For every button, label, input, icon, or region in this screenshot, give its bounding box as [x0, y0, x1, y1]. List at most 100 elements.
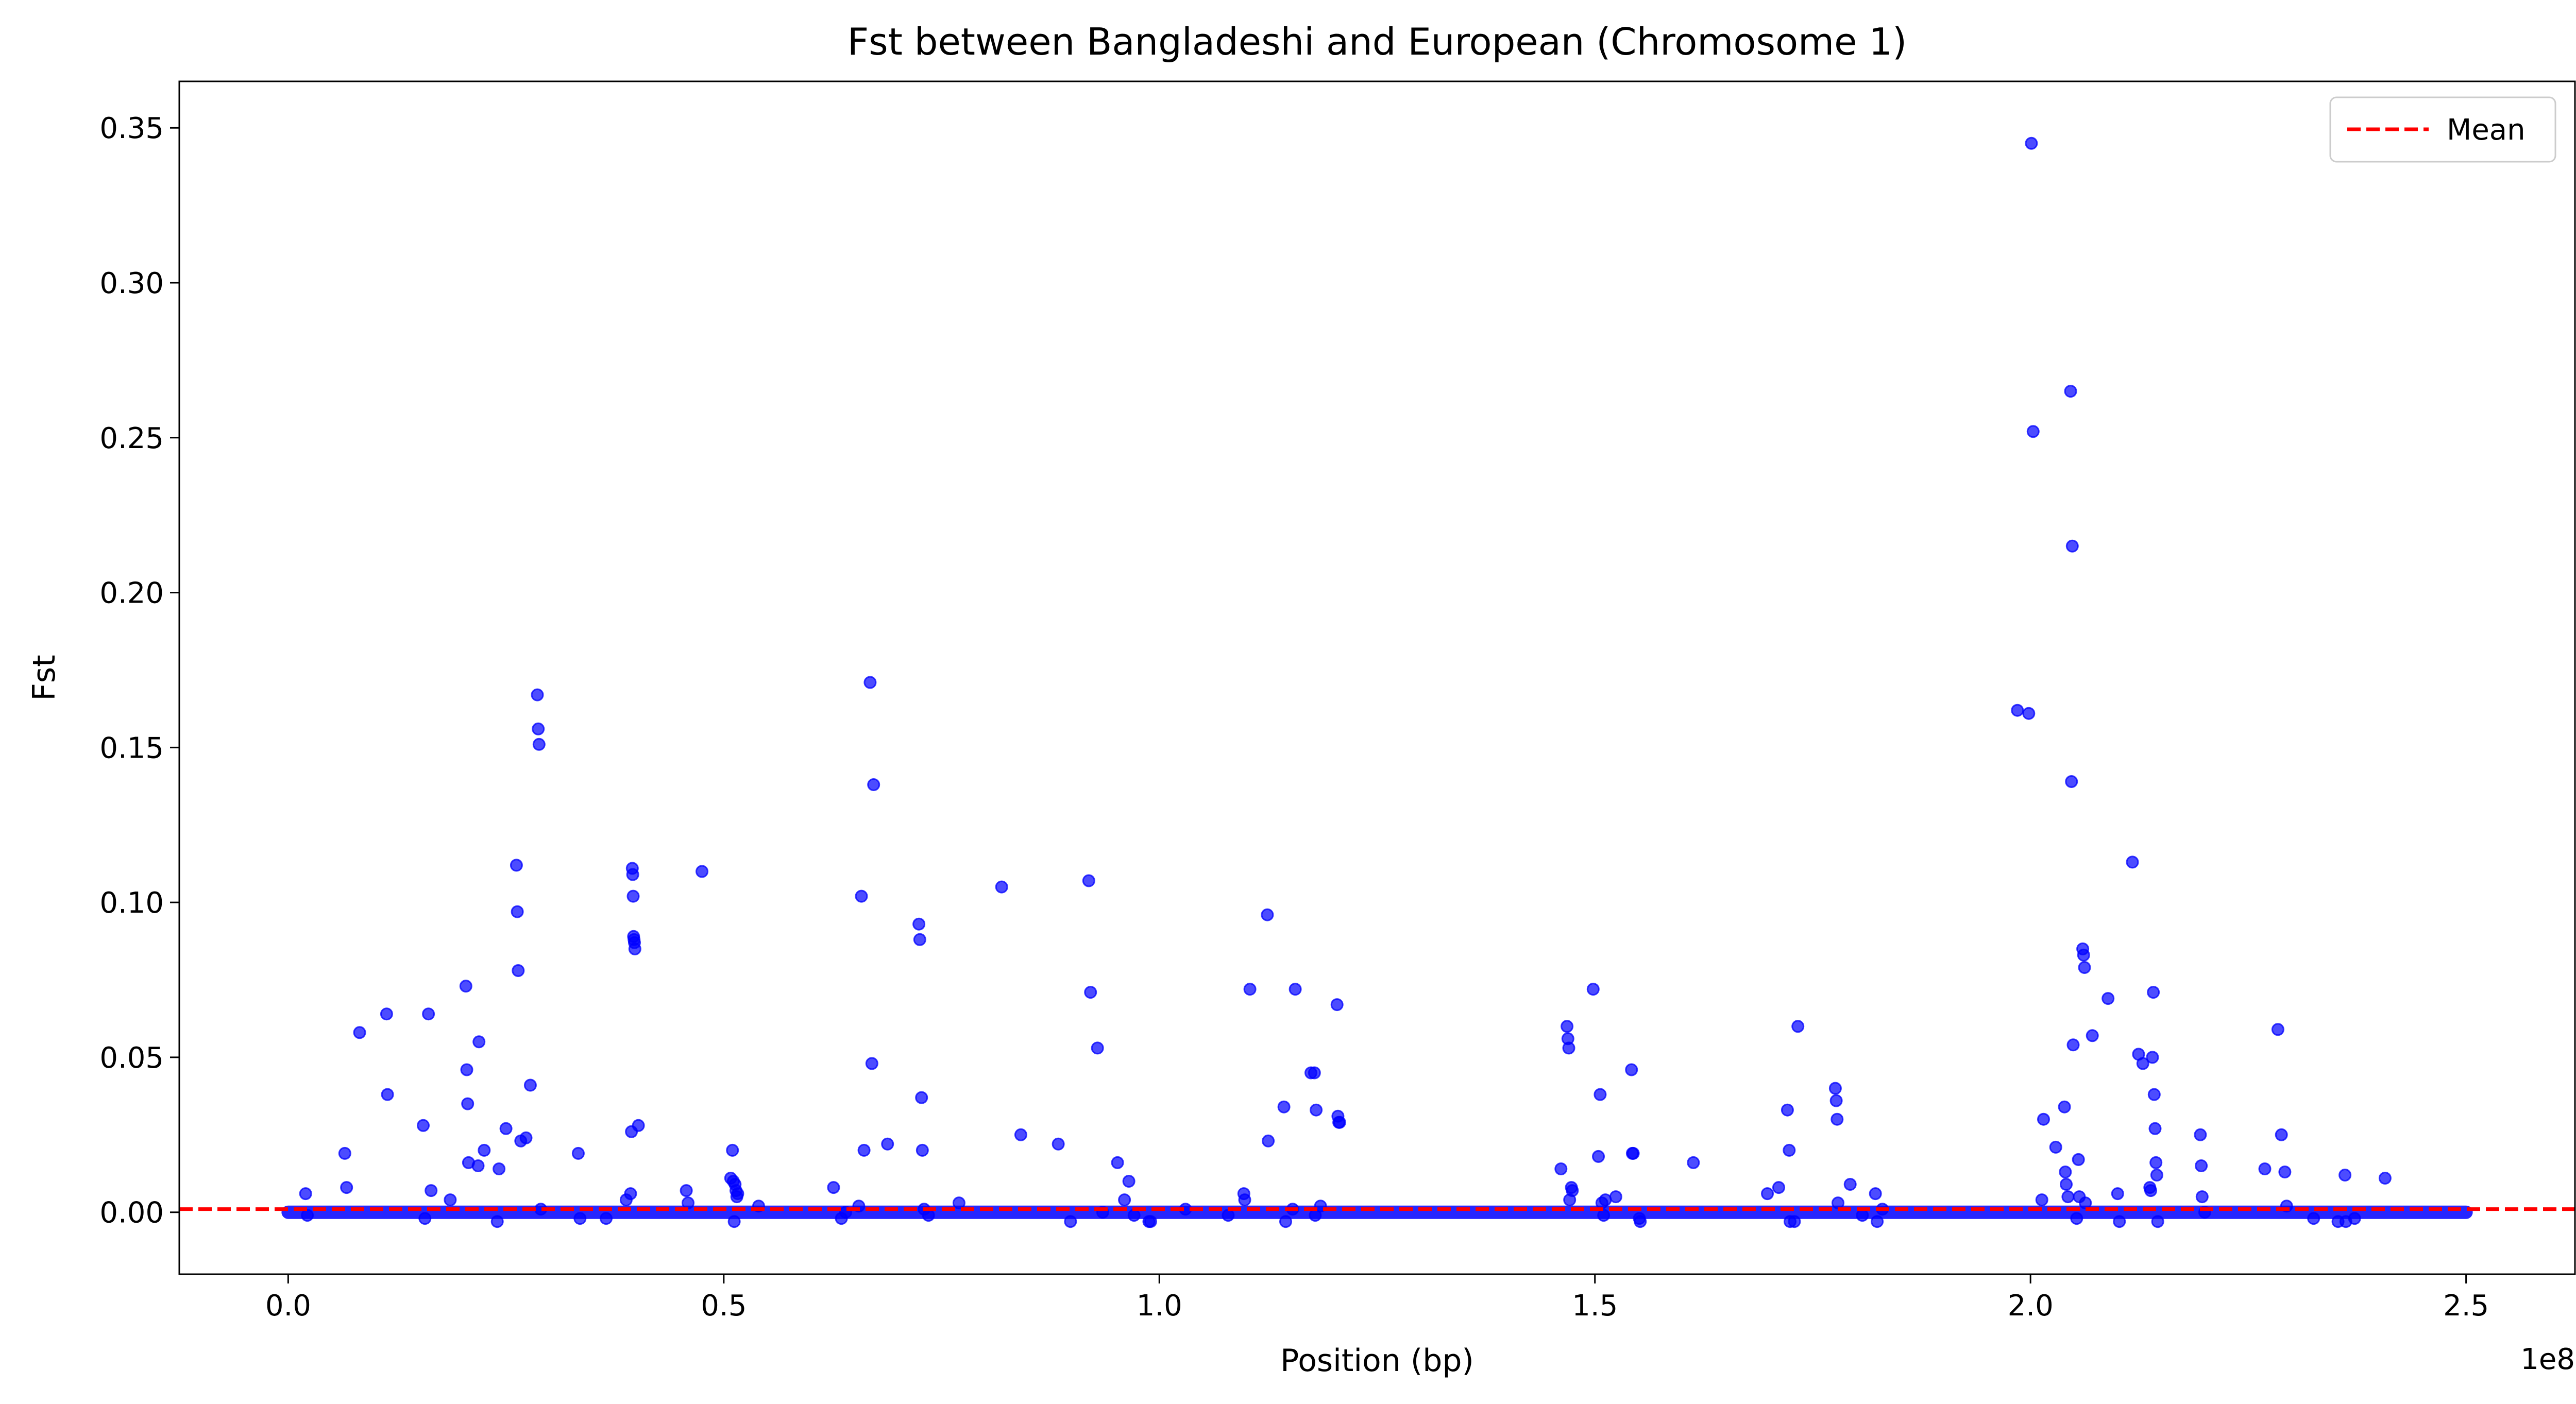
data-point — [2149, 1156, 2163, 1169]
data-point — [512, 964, 525, 977]
data-point — [2058, 1100, 2071, 1114]
data-point — [1333, 1116, 1346, 1129]
data-point — [632, 1119, 645, 1132]
data-point — [1014, 1128, 1027, 1141]
data-point — [1310, 1103, 1323, 1117]
data-point — [1871, 1215, 1884, 1228]
data-point — [301, 1209, 314, 1222]
data-point — [827, 1181, 840, 1194]
data-point — [626, 868, 639, 881]
data-point — [1761, 1187, 1774, 1201]
data-point — [2065, 539, 2079, 553]
x-tick-label: 2.0 — [2008, 1289, 2054, 1323]
data-point — [1788, 1215, 1801, 1228]
data-point — [2086, 1029, 2099, 1042]
data-point — [460, 1063, 473, 1076]
data-point — [2113, 1215, 2126, 1228]
plot-area — [179, 136, 2575, 1228]
data-point — [1562, 1041, 1575, 1055]
data-point — [865, 1057, 878, 1070]
y-tick-label: 0.30 — [99, 267, 164, 300]
y-tick-label: 0.20 — [99, 577, 164, 610]
data-point — [680, 1184, 693, 1197]
data-point — [1592, 1150, 1605, 1163]
data-point — [867, 778, 880, 791]
data-point — [1111, 1156, 1124, 1169]
data-point — [571, 1146, 585, 1160]
plot-frame — [178, 80, 2576, 1275]
legend-box — [2329, 96, 2556, 163]
data-point — [573, 1212, 587, 1225]
data-point — [1856, 1209, 1869, 1222]
x-tick-label: 0.5 — [701, 1289, 747, 1323]
data-point — [1687, 1156, 1700, 1169]
data-point — [1262, 1134, 1275, 1148]
data-point — [1289, 983, 1302, 996]
data-point — [1634, 1215, 1647, 1228]
data-point — [628, 942, 641, 955]
data-point — [1772, 1181, 1785, 1194]
data-point — [519, 1131, 533, 1144]
data-point — [444, 1193, 457, 1207]
data-point — [353, 1026, 366, 1039]
data-point — [1064, 1215, 1077, 1228]
data-point — [531, 688, 544, 701]
data-point — [2147, 986, 2160, 999]
data-point — [2271, 1023, 2284, 1036]
data-point — [913, 933, 926, 946]
data-point — [490, 1215, 504, 1228]
data-point — [478, 1143, 491, 1157]
data-point — [499, 1122, 513, 1135]
data-point — [2011, 704, 2024, 717]
data-point — [493, 1162, 506, 1175]
data-point — [459, 980, 472, 993]
data-point — [2278, 1166, 2292, 1178]
data-point — [1625, 1063, 1638, 1076]
data-point — [2378, 1172, 2392, 1185]
data-point — [1599, 1193, 1612, 1207]
data-point — [1594, 1088, 1607, 1101]
data-point — [2194, 1128, 2207, 1141]
x-tick-label: 1.0 — [1137, 1289, 1182, 1323]
data-point — [731, 1187, 744, 1201]
data-point — [1869, 1187, 1882, 1201]
data-point — [2147, 1088, 2161, 1101]
data-point — [1277, 1100, 1291, 1114]
data-point — [472, 1035, 486, 1049]
data-point — [338, 1146, 351, 1160]
data-point — [600, 1212, 613, 1225]
data-point — [2111, 1187, 2124, 1201]
data-point — [1609, 1190, 1622, 1204]
data-point — [2079, 1196, 2092, 1210]
data-point — [1222, 1209, 1235, 1222]
data-point — [299, 1187, 312, 1201]
data-point — [1843, 1178, 1857, 1191]
data-point — [1279, 1215, 1292, 1228]
data-point — [2348, 1212, 2361, 1225]
data-point — [952, 1196, 965, 1210]
data-point — [2307, 1212, 2320, 1225]
data-point — [1832, 1196, 1844, 1210]
data-point — [1127, 1209, 1141, 1222]
data-point — [1791, 1020, 1805, 1033]
legend-label-mean: Mean — [2447, 113, 2526, 147]
y-tick-label: 0.35 — [99, 112, 164, 145]
data-point — [2026, 425, 2040, 438]
legend: Mean — [2329, 96, 2556, 163]
data-point — [1561, 1020, 1574, 1033]
data-point — [2049, 1140, 2062, 1154]
y-tick-label: 0.10 — [99, 886, 164, 920]
data-point — [461, 1097, 474, 1110]
data-point — [2025, 136, 2038, 150]
data-point — [1783, 1143, 1796, 1157]
data-point — [417, 1119, 430, 1132]
x-tick-label: 2.5 — [2443, 1289, 2489, 1323]
data-point — [2148, 1122, 2162, 1135]
data-point — [422, 1007, 435, 1021]
data-point — [2150, 1169, 2163, 1182]
data-point — [2146, 1051, 2159, 1064]
data-point — [727, 1215, 741, 1228]
data-point — [2126, 855, 2139, 869]
data-point — [1586, 983, 1600, 996]
